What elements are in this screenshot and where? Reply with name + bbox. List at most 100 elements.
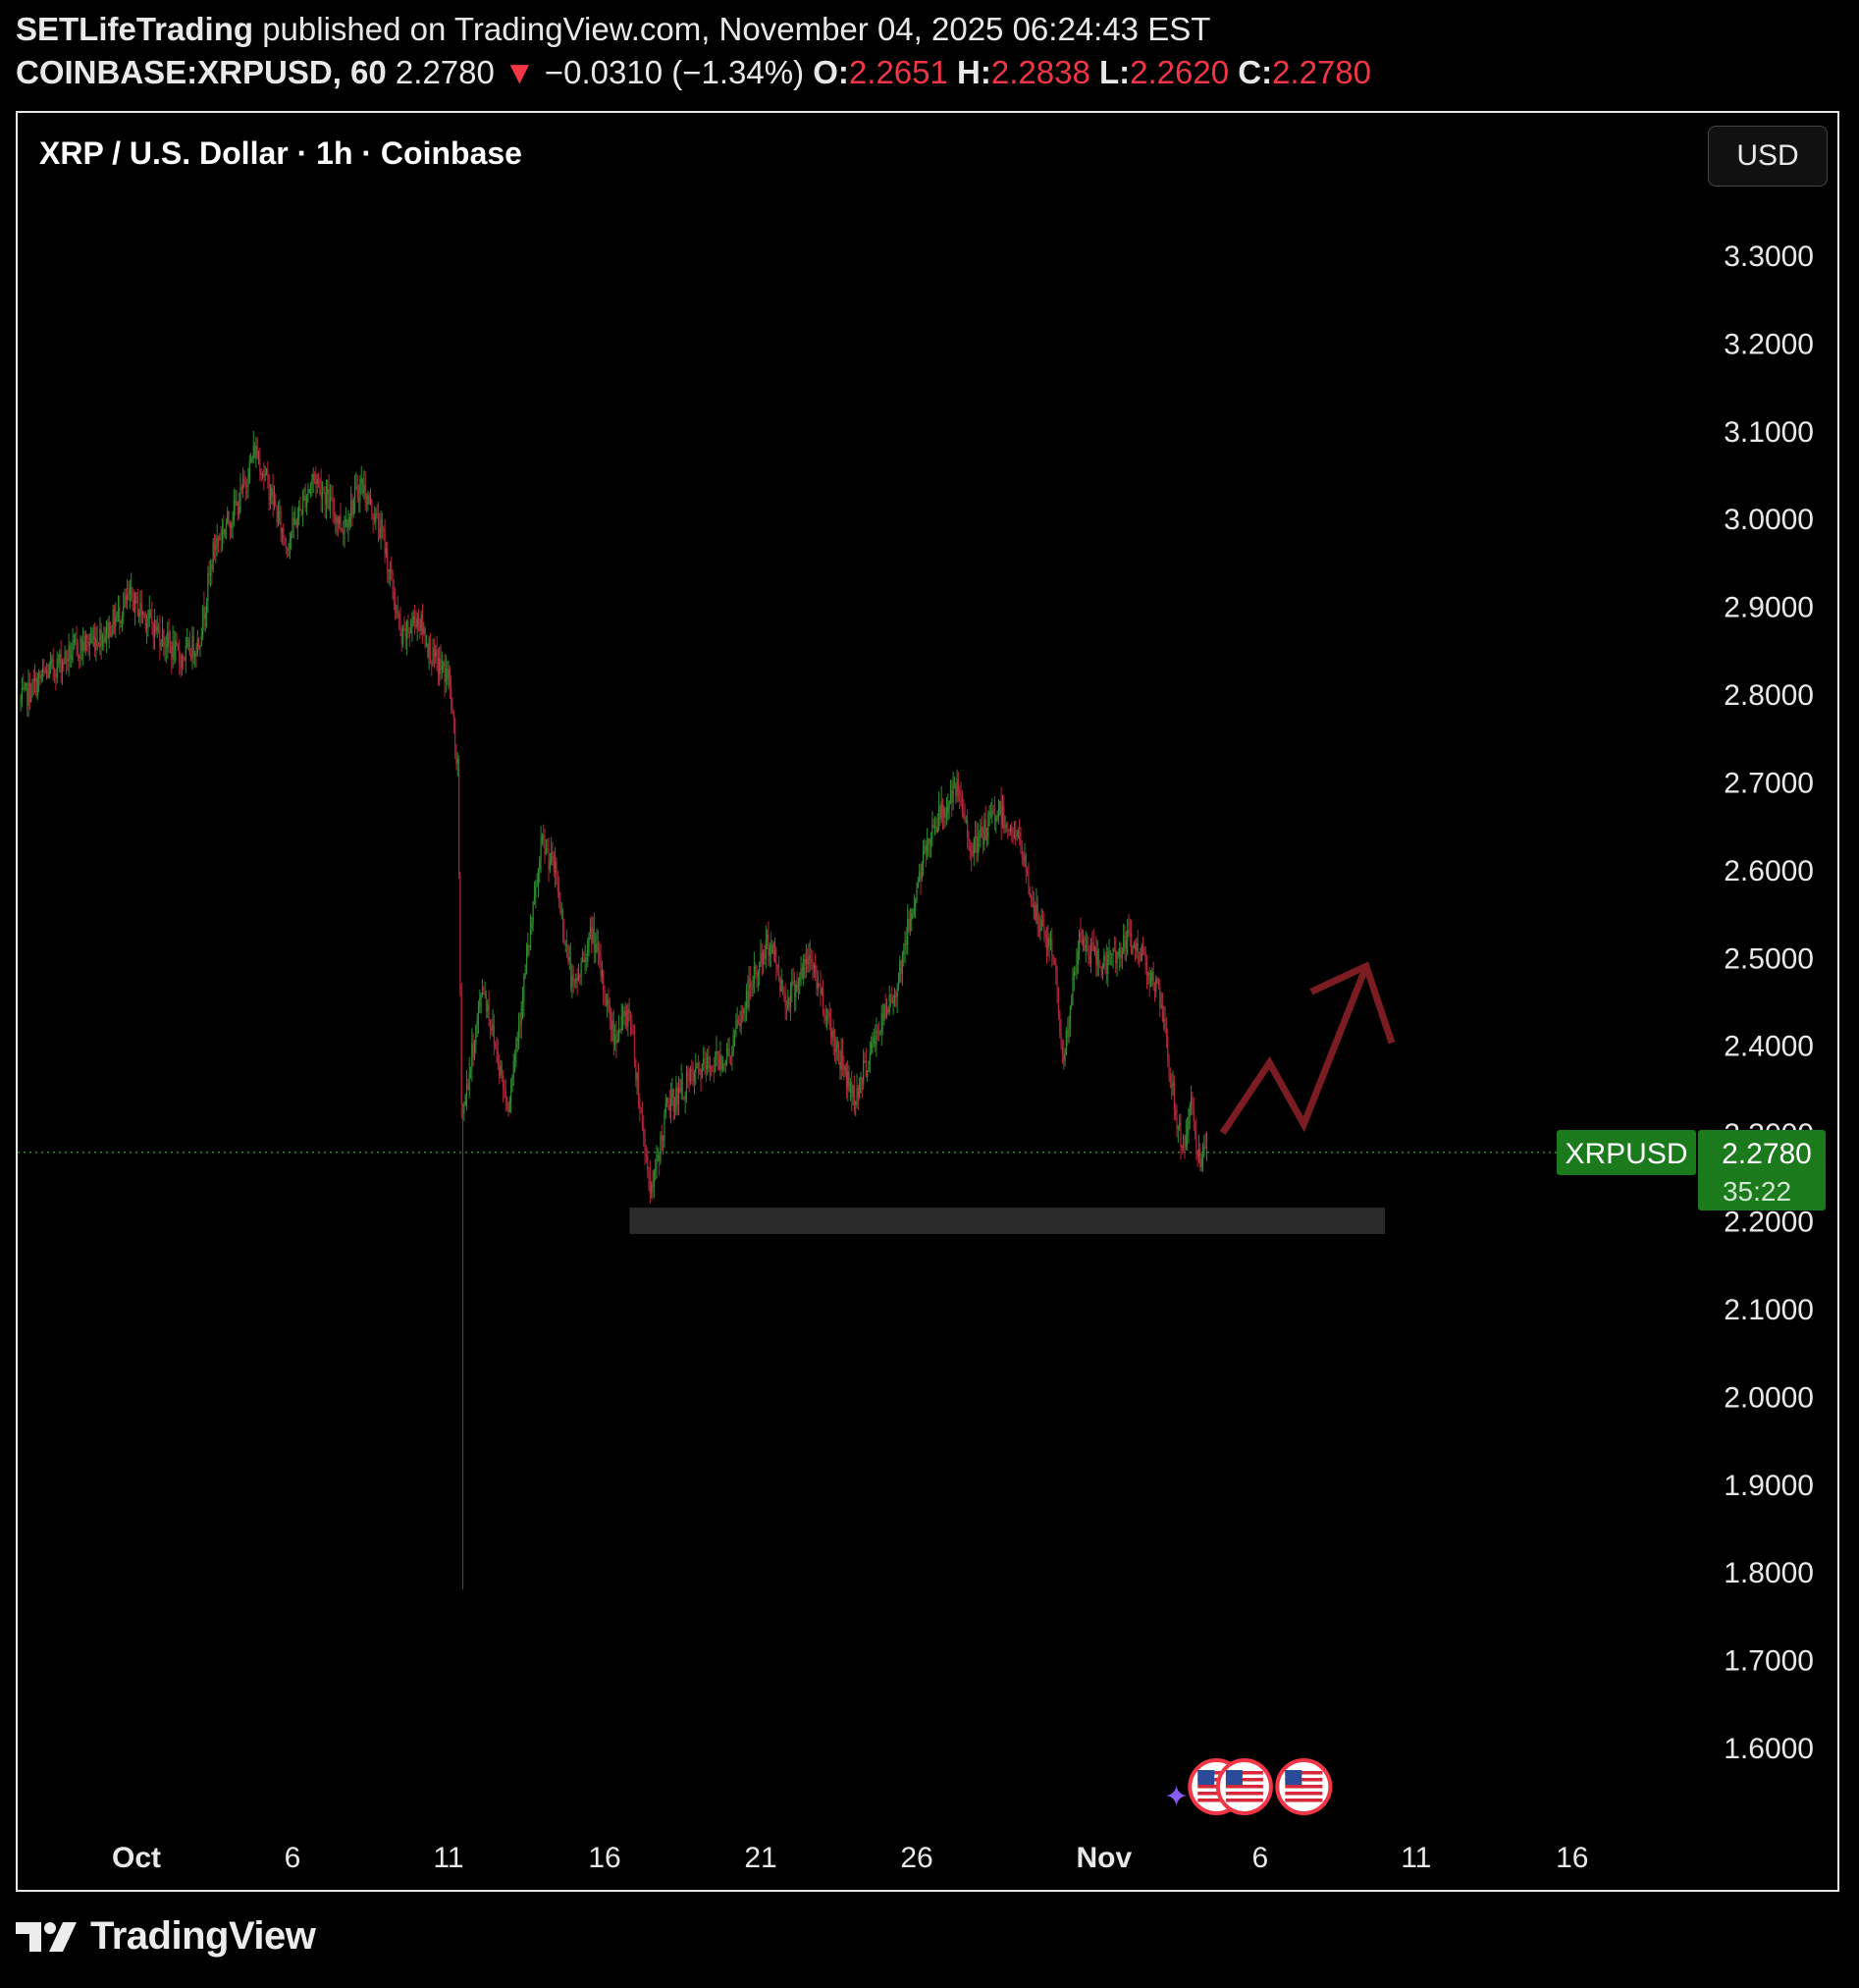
candle-body <box>463 1104 465 1114</box>
candle-body <box>789 988 792 1007</box>
candle-body <box>793 983 796 998</box>
candle-body <box>337 517 339 524</box>
candle-body <box>848 1072 850 1092</box>
candle-body <box>1016 833 1018 836</box>
us-flag-event-icon[interactable] <box>1275 1758 1333 1815</box>
candle-body <box>823 1012 825 1017</box>
candle-body <box>1143 950 1145 953</box>
candle-body <box>1065 1030 1067 1055</box>
candle-body <box>454 718 456 745</box>
candle-body <box>296 516 298 527</box>
candle-body <box>421 615 424 634</box>
candle-body <box>303 495 305 498</box>
candle-body <box>1157 984 1160 989</box>
candle-body <box>371 499 373 514</box>
candle-body <box>388 570 390 572</box>
y-tick-label: 2.7000 <box>1724 767 1814 799</box>
candle-body <box>991 810 993 817</box>
candle-body <box>60 654 62 672</box>
candle-body <box>444 662 446 682</box>
candle-body <box>876 1030 878 1034</box>
candle-body <box>95 639 97 650</box>
candle-body <box>129 587 131 596</box>
candle-body <box>591 927 593 942</box>
candle-body <box>855 1101 857 1105</box>
candle-body <box>417 618 420 620</box>
candle-body <box>684 1095 686 1100</box>
candle-body <box>712 1070 714 1072</box>
candle-body <box>749 979 751 988</box>
footer-brand[interactable]: TradingView <box>16 1914 316 1959</box>
candle-body <box>939 806 941 820</box>
projection-arrow[interactable] <box>1219 964 1370 1136</box>
support-zone[interactable] <box>629 1208 1385 1234</box>
price-tag-value: 2.2780 <box>1722 1138 1812 1170</box>
candle-body <box>925 845 927 853</box>
candle-body <box>1149 980 1152 984</box>
candle-body <box>723 1064 725 1066</box>
candle-body <box>927 843 929 853</box>
candle-body <box>960 795 962 797</box>
x-tick-label: Nov <box>1076 1842 1132 1874</box>
candle-body <box>770 944 772 954</box>
candle-body <box>411 623 413 628</box>
candle-body <box>1063 1053 1065 1062</box>
candle-body <box>997 813 1000 816</box>
author-name[interactable]: SETLifeTrading <box>16 11 254 47</box>
candle-body <box>488 1003 490 1020</box>
candle-body <box>845 1066 848 1088</box>
candle-body <box>704 1058 706 1065</box>
candle-body <box>20 699 22 703</box>
candle-body <box>701 1063 703 1079</box>
candle-body <box>211 564 213 570</box>
us-flag-event-icon[interactable] <box>1215 1758 1273 1815</box>
candle-body <box>134 592 136 613</box>
candle-body <box>87 638 89 646</box>
candle-body <box>1075 971 1077 973</box>
candle-body <box>785 1005 788 1009</box>
currency-button[interactable]: USD <box>1708 126 1828 187</box>
candle-body <box>593 928 595 953</box>
candle-body <box>689 1068 692 1082</box>
candle-body <box>32 680 34 682</box>
candle-body <box>204 613 206 619</box>
candle-body <box>953 783 956 785</box>
candle-body <box>527 944 529 957</box>
candle-body <box>964 817 966 822</box>
candle-body <box>1099 966 1101 968</box>
candle-body <box>1059 1012 1061 1033</box>
candle-body <box>1109 950 1112 955</box>
candle-body <box>389 569 391 571</box>
candle-body <box>755 966 757 974</box>
candle-body <box>615 1034 617 1043</box>
candle-body <box>1071 999 1073 1007</box>
candle-body <box>972 855 974 857</box>
candle-body <box>243 478 245 482</box>
candle-body <box>827 1010 829 1014</box>
flag-stripe <box>1285 1771 1323 1775</box>
candle-body <box>695 1065 697 1073</box>
candle-body <box>803 959 805 979</box>
candle-body <box>711 1065 713 1071</box>
candle-body <box>892 999 894 1003</box>
candle-body <box>400 628 402 644</box>
candle-body <box>175 640 177 661</box>
chart-frame[interactable] <box>16 111 1839 1892</box>
candle-body <box>79 656 80 659</box>
candle-body <box>869 1052 871 1064</box>
candle-body <box>449 670 451 686</box>
candle-body <box>635 1059 637 1080</box>
candle-body <box>476 1019 478 1025</box>
candle-body <box>567 945 569 962</box>
candle-body <box>573 981 576 984</box>
sparkle-icon: ✦ <box>1164 1781 1189 1813</box>
candle-body <box>763 951 765 965</box>
candle-body <box>604 990 606 994</box>
candle-body <box>184 659 186 661</box>
candle-body <box>436 649 438 659</box>
candle-body <box>507 1109 509 1113</box>
candle-body <box>651 1184 653 1194</box>
candle-body <box>743 1009 745 1014</box>
candle-body <box>844 1066 846 1071</box>
